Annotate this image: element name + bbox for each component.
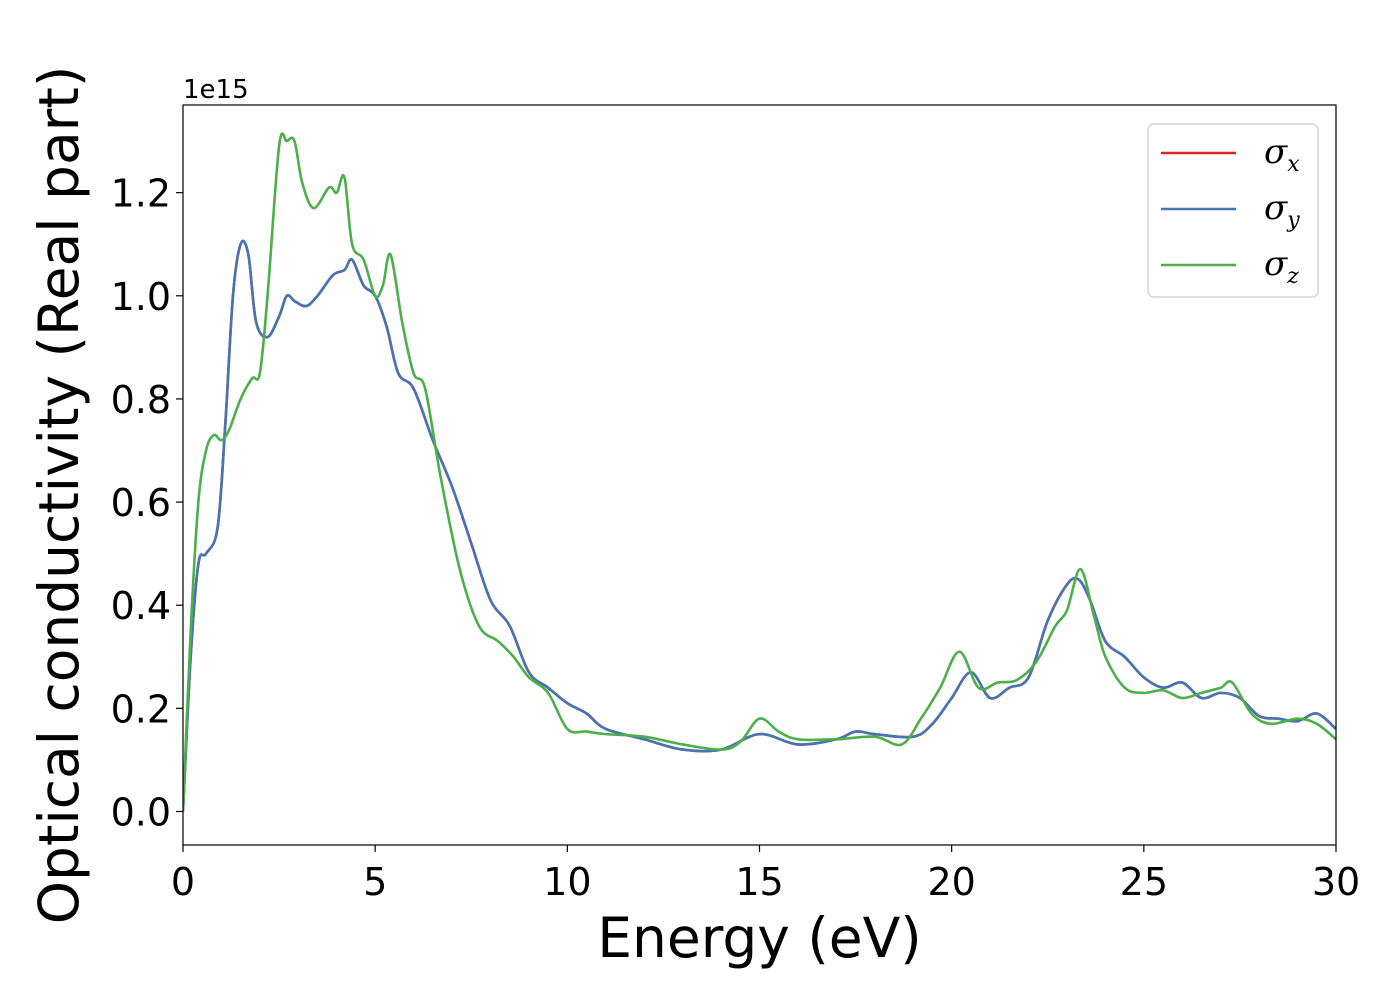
series-layer [183, 132, 1336, 812]
y-tick-label: 0.2 [111, 687, 171, 731]
y-axis-offset-text: 1e15 [183, 75, 249, 105]
legend-subscript: x [1287, 152, 1300, 177]
legend-entry-z: σz [1264, 244, 1299, 289]
x-tick-label: 10 [543, 860, 591, 904]
y-tick-label: 1.0 [111, 275, 171, 319]
x-tick-label: 25 [1120, 860, 1168, 904]
y-tick-label: 0.8 [111, 378, 171, 422]
y-axis-label: Optical conductivity (Real part) [27, 66, 91, 925]
y-tick-label: 0.4 [111, 584, 171, 628]
x-tick-label: 30 [1312, 860, 1360, 904]
legend-subscript: y [1286, 208, 1300, 233]
x-tick-label: 15 [735, 860, 783, 904]
y-tick-label: 0.0 [111, 790, 171, 834]
y-tick-label: 1.2 [111, 172, 171, 216]
series-line-y [183, 239, 1336, 812]
x-tick-label: 0 [171, 860, 195, 904]
x-axis-label: Energy (eV) [597, 906, 921, 970]
legend-box [1147, 123, 1319, 298]
legend-subscript: z [1286, 264, 1299, 289]
y-axis-ticks: 0.0 0.2 0.4 0.6 0.8 1.0 1.2 [111, 172, 183, 834]
legend-entry-x: σx [1264, 132, 1300, 177]
series-line-z [183, 132, 1336, 812]
x-tick-label: 5 [363, 860, 387, 904]
legend-symbol: σ [1264, 132, 1288, 172]
legend-entry-y: σy [1264, 188, 1300, 233]
y-tick-label: 0.6 [111, 481, 171, 525]
legend-symbol: σ [1264, 244, 1288, 284]
legend-symbol: σ [1264, 188, 1288, 228]
x-axis-ticks: 0 5 10 15 20 25 30 [171, 845, 1360, 904]
series-line-x [183, 239, 1336, 812]
x-tick-label: 20 [927, 860, 975, 904]
